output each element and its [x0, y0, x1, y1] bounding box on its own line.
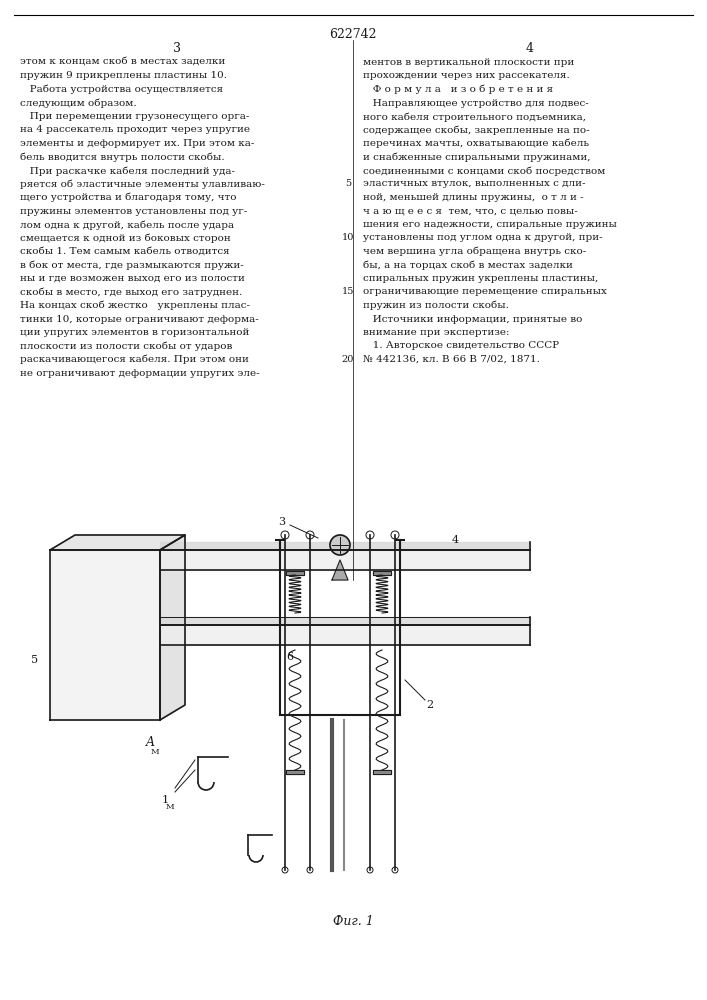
Text: содержащее скобы, закрепленные на по-: содержащее скобы, закрепленные на по- — [363, 125, 590, 135]
Polygon shape — [160, 535, 185, 720]
Text: 4: 4 — [526, 42, 534, 55]
Text: 6: 6 — [286, 652, 293, 662]
Text: 622742: 622742 — [329, 28, 377, 41]
Text: При раскачке кабеля последний уда-: При раскачке кабеля последний уда- — [20, 166, 235, 176]
Text: 15: 15 — [341, 288, 354, 296]
Text: эластичных втулок, выполненных с дли-: эластичных втулок, выполненных с дли- — [363, 180, 585, 188]
Text: пружин 9 прикреплены пластины 10.: пружин 9 прикреплены пластины 10. — [20, 72, 227, 81]
Text: ны и где возможен выход его из полости: ны и где возможен выход его из полости — [20, 274, 245, 283]
Text: и снабженные спиральными пружинами,: и снабженные спиральными пружинами, — [363, 152, 590, 162]
Text: 20: 20 — [341, 355, 354, 364]
Text: тинки 10, которые ограничивают деформа-: тинки 10, которые ограничивают деформа- — [20, 314, 259, 324]
Text: № 442136, кл. В 66 В 7/02, 1871.: № 442136, кл. В 66 В 7/02, 1871. — [363, 355, 540, 364]
Polygon shape — [160, 625, 530, 645]
Text: 4: 4 — [452, 535, 459, 545]
Text: внимание при экспертизе:: внимание при экспертизе: — [363, 328, 510, 337]
Text: ограничивающие перемещение спиральных: ограничивающие перемещение спиральных — [363, 288, 607, 296]
Text: M: M — [151, 748, 159, 756]
Text: скобы 1. Тем самым кабель отводится: скобы 1. Тем самым кабель отводится — [20, 247, 230, 256]
Text: бы, а на торцах скоб в местах заделки: бы, а на торцах скоб в местах заделки — [363, 260, 573, 270]
Text: перечинах мачты, охватывающие кабель: перечинах мачты, охватывающие кабель — [363, 139, 589, 148]
Text: этом к концам скоб в местах заделки: этом к концам скоб в местах заделки — [20, 58, 226, 67]
Text: соединенными с концами скоб посредством: соединенными с концами скоб посредством — [363, 166, 605, 176]
Text: лом одна к другой, кабель после удара: лом одна к другой, кабель после удара — [20, 220, 234, 230]
Text: 1: 1 — [161, 795, 168, 805]
Text: пружины элементов установлены под уг-: пружины элементов установлены под уг- — [20, 207, 247, 216]
Polygon shape — [160, 550, 530, 570]
Text: На концах скоб жестко   укреплены плас-: На концах скоб жестко укреплены плас- — [20, 301, 250, 310]
Text: элементы и деформирует их. При этом ка-: элементы и деформирует их. При этом ка- — [20, 139, 255, 148]
Text: ции упругих элементов в горизонтальной: ции упругих элементов в горизонтальной — [20, 328, 250, 337]
Text: на 4 рассекатель проходит через упругие: на 4 рассекатель проходит через упругие — [20, 125, 250, 134]
Text: 5: 5 — [345, 180, 351, 188]
Text: ряется об эластичные элементы улавливаю-: ряется об эластичные элементы улавливаю- — [20, 180, 265, 189]
Text: Ф о р м у л а   и з о б р е т е н и я: Ф о р м у л а и з о б р е т е н и я — [363, 85, 553, 95]
Text: шения его надежности, спиральные пружины: шения его надежности, спиральные пружины — [363, 220, 617, 229]
Text: Работа устройства осуществляется: Работа устройства осуществляется — [20, 85, 223, 95]
Text: 1. Авторское свидетельство СССР: 1. Авторское свидетельство СССР — [363, 342, 559, 351]
Polygon shape — [50, 535, 185, 550]
Text: в бок от места, где размыкаются пружи-: в бок от места, где размыкаются пружи- — [20, 260, 244, 270]
Text: При перемещении грузонесущего орга-: При перемещении грузонесущего орга- — [20, 112, 250, 121]
Circle shape — [330, 535, 350, 555]
Text: 5: 5 — [31, 655, 39, 665]
Text: бель вводится внутрь полости скобы.: бель вводится внутрь полости скобы. — [20, 152, 225, 162]
Polygon shape — [332, 560, 348, 580]
Text: плоскости из полости скобы от ударов: плоскости из полости скобы от ударов — [20, 342, 233, 351]
Text: 2: 2 — [426, 700, 433, 710]
Text: ного кабеля строительного подъемника,: ного кабеля строительного подъемника, — [363, 112, 586, 121]
Text: 3: 3 — [279, 517, 286, 527]
Text: раскачивающегося кабеля. При этом они: раскачивающегося кабеля. При этом они — [20, 355, 249, 364]
Text: Направляющее устройство для подвес-: Направляющее устройство для подвес- — [363, 99, 589, 107]
Text: пружин из полости скобы.: пружин из полости скобы. — [363, 301, 509, 310]
Text: скобы в место, где выход его затруднен.: скобы в место, где выход его затруднен. — [20, 288, 243, 297]
Text: чем вершина угла обращена внутрь ско-: чем вершина угла обращена внутрь ско- — [363, 247, 586, 256]
Polygon shape — [50, 550, 160, 720]
Polygon shape — [286, 571, 304, 575]
Text: щего устройства и благодаря тому, что: щего устройства и благодаря тому, что — [20, 193, 237, 202]
Text: 3: 3 — [173, 42, 181, 55]
Text: ч а ю щ е е с я  тем, что, с целью повы-: ч а ю щ е е с я тем, что, с целью повы- — [363, 207, 578, 216]
Text: ментов в вертикальной плоскости при: ментов в вертикальной плоскости при — [363, 58, 574, 67]
Text: A: A — [146, 736, 155, 748]
Text: Фиг. 1: Фиг. 1 — [332, 915, 373, 928]
Text: следующим образом.: следующим образом. — [20, 99, 136, 108]
Polygon shape — [373, 571, 391, 575]
Text: Источники информации, принятые во: Источники информации, принятые во — [363, 314, 583, 324]
Text: M: M — [165, 803, 175, 811]
Polygon shape — [160, 542, 530, 550]
Text: смещается к одной из боковых сторон: смещается к одной из боковых сторон — [20, 233, 230, 243]
Text: установлены под углом одна к другой, при-: установлены под углом одна к другой, при… — [363, 233, 602, 242]
Polygon shape — [373, 770, 391, 774]
Text: 10: 10 — [341, 233, 354, 242]
Polygon shape — [286, 770, 304, 774]
Polygon shape — [160, 617, 530, 625]
Text: не ограничивают деформации упругих эле-: не ограничивают деформации упругих эле- — [20, 368, 259, 377]
Text: прохождении через них рассекателя.: прохождении через них рассекателя. — [363, 72, 570, 81]
Text: ной, меньшей длины пружины,  о т л и -: ной, меньшей длины пружины, о т л и - — [363, 193, 583, 202]
Text: спиральных пружин укреплены пластины,: спиральных пружин укреплены пластины, — [363, 274, 598, 283]
